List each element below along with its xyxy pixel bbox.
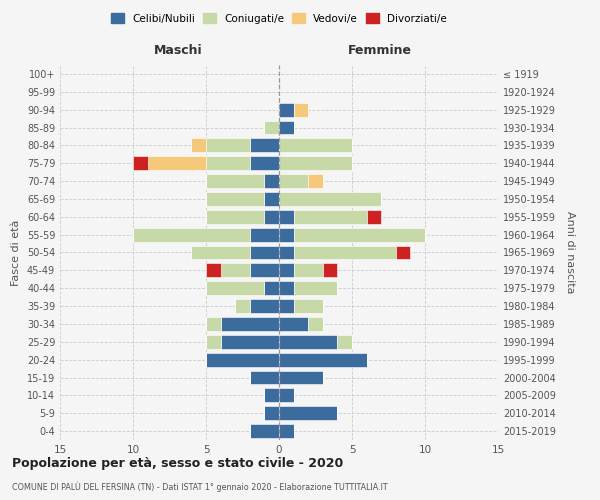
Text: Femmine: Femmine	[348, 44, 412, 58]
Bar	[206, 138, 250, 152]
Bar	[221, 264, 250, 278]
Bar	[293, 264, 323, 278]
Text: Popolazione per età, sesso e stato civile - 2020: Popolazione per età, sesso e stato civil…	[12, 458, 343, 470]
Bar	[250, 370, 279, 384]
Bar	[279, 406, 337, 420]
Bar	[323, 264, 337, 278]
Text: COMUNE DI PALÙ DEL FERSINA (TN) - Dati ISTAT 1° gennaio 2020 - Elaborazione TUTT: COMUNE DI PALÙ DEL FERSINA (TN) - Dati I…	[12, 481, 388, 492]
Bar	[206, 174, 265, 188]
Bar	[293, 281, 337, 295]
Bar	[279, 317, 308, 331]
Bar	[206, 281, 265, 295]
Text: Maschi: Maschi	[154, 44, 203, 58]
Bar	[133, 156, 148, 170]
Bar	[206, 156, 250, 170]
Bar	[221, 335, 279, 349]
Bar	[279, 102, 293, 117]
Y-axis label: Fasce di età: Fasce di età	[11, 220, 21, 286]
Bar	[308, 317, 323, 331]
Bar	[279, 192, 381, 206]
Bar	[206, 352, 279, 366]
Bar	[148, 156, 206, 170]
Bar	[293, 210, 367, 224]
Bar	[206, 210, 265, 224]
Bar	[250, 424, 279, 438]
Bar	[221, 317, 279, 331]
Bar	[279, 352, 367, 366]
Bar	[206, 264, 221, 278]
Bar	[133, 228, 250, 241]
Bar	[191, 246, 250, 260]
Bar	[279, 299, 293, 313]
Bar	[250, 138, 279, 152]
Bar	[206, 335, 221, 349]
Bar	[265, 210, 279, 224]
Bar	[265, 174, 279, 188]
Bar	[265, 281, 279, 295]
Bar	[279, 281, 293, 295]
Bar	[250, 264, 279, 278]
Bar	[265, 192, 279, 206]
Bar	[337, 335, 352, 349]
Y-axis label: Anni di nascita: Anni di nascita	[565, 211, 575, 294]
Bar	[279, 156, 352, 170]
Bar	[250, 156, 279, 170]
Bar	[293, 246, 396, 260]
Bar	[265, 388, 279, 402]
Bar	[367, 210, 381, 224]
Bar	[293, 102, 308, 117]
Bar	[279, 388, 293, 402]
Bar	[279, 335, 337, 349]
Bar	[279, 264, 293, 278]
Bar	[206, 192, 265, 206]
Bar	[265, 406, 279, 420]
Bar	[206, 317, 221, 331]
Bar	[250, 299, 279, 313]
Bar	[293, 228, 425, 241]
Bar	[293, 299, 323, 313]
Bar	[279, 120, 293, 134]
Legend: Celibi/Nubili, Coniugati/e, Vedovi/e, Divorziati/e: Celibi/Nubili, Coniugati/e, Vedovi/e, Di…	[108, 10, 450, 26]
Bar	[250, 228, 279, 241]
Bar	[279, 174, 308, 188]
Bar	[279, 228, 293, 241]
Bar	[279, 424, 293, 438]
Bar	[279, 246, 293, 260]
Bar	[191, 138, 206, 152]
Bar	[235, 299, 250, 313]
Bar	[308, 174, 323, 188]
Bar	[279, 210, 293, 224]
Bar	[396, 246, 410, 260]
Bar	[279, 370, 323, 384]
Bar	[279, 138, 352, 152]
Bar	[265, 120, 279, 134]
Bar	[250, 246, 279, 260]
